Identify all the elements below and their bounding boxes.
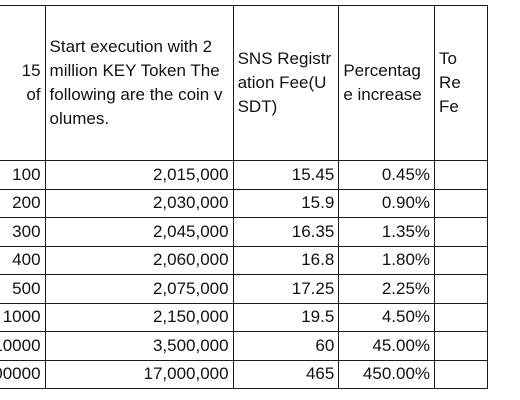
cell-coin-volume[interactable]: 17,000,000: [44, 359, 234, 389]
cell-coin-volume[interactable]: 3,500,000: [44, 331, 234, 361]
cell-count[interactable]: 400: [0, 245, 46, 275]
cell-count[interactable]: 500: [0, 274, 46, 304]
cell-percentage-increase[interactable]: 2.25%: [338, 274, 436, 304]
cell-registration-fee[interactable]: 60: [232, 331, 340, 361]
cell-coin-volume[interactable]: 2,075,000: [44, 274, 234, 304]
cell-coin-volume[interactable]: 2,045,000: [44, 217, 234, 247]
cell-total-fee[interactable]: [434, 302, 488, 332]
cell-percentage-increase[interactable]: 45.00%: [338, 331, 436, 361]
table-row: 500 2,075,000 17.25 2.25%: [0, 274, 488, 304]
cell-registration-fee[interactable]: 16.35: [232, 217, 340, 247]
cell-coin-volume[interactable]: 2,015,000: [44, 160, 234, 190]
cell-total-fee[interactable]: [434, 274, 488, 304]
cell-total-fee[interactable]: [434, 359, 488, 389]
cell-count[interactable]: 200: [0, 188, 46, 218]
cell-count[interactable]: 300: [0, 217, 46, 247]
table-row: 1000 2,150,000 19.5 4.50%: [0, 302, 488, 332]
cell-count[interactable]: 1000: [0, 302, 46, 332]
cell-total-fee[interactable]: [434, 217, 488, 247]
cell-coin-volume[interactable]: 2,030,000: [44, 188, 234, 218]
table-row: 100000 17,000,000 465 450.00%: [0, 359, 488, 389]
header-execution-text: Start execution with 2 million KEY Token…: [49, 37, 223, 128]
header-cell-count[interactable]: 15 of: [0, 5, 46, 161]
cell-count[interactable]: 100: [0, 160, 46, 190]
cell-total-fee[interactable]: [434, 188, 488, 218]
table-row: 200 2,030,000 15.9 0.90%: [0, 188, 488, 218]
cell-percentage-increase[interactable]: 0.45%: [338, 160, 436, 190]
header-cell-registration-fee[interactable]: SNS Registration Fee(USDT): [232, 5, 340, 161]
cell-total-fee[interactable]: [434, 331, 488, 361]
table-row: 400 2,060,000 16.8 1.80%: [0, 245, 488, 275]
cell-registration-fee[interactable]: 17.25: [232, 274, 340, 304]
cell-count[interactable]: 10000: [0, 331, 46, 361]
header-registration-fee-text: SNS Registration Fee(USDT): [237, 49, 332, 116]
cell-registration-fee[interactable]: 15.9: [232, 188, 340, 218]
cell-total-fee[interactable]: [434, 245, 488, 275]
cell-count[interactable]: 100000: [0, 359, 46, 389]
cell-coin-volume[interactable]: 2,060,000: [44, 245, 234, 275]
cell-coin-volume[interactable]: 2,150,000: [44, 302, 234, 332]
header-percentage-increase-text: Percentage increase: [343, 61, 422, 104]
cell-percentage-increase[interactable]: 4.50%: [338, 302, 436, 332]
cell-total-fee[interactable]: [434, 160, 488, 190]
cell-registration-fee[interactable]: 19.5: [232, 302, 340, 332]
cell-registration-fee[interactable]: 15.45: [232, 160, 340, 190]
cell-percentage-increase[interactable]: 1.80%: [338, 245, 436, 275]
cell-registration-fee[interactable]: 465: [232, 359, 340, 389]
header-row: 15 of Start execution with 2 million KEY…: [0, 5, 488, 161]
cell-percentage-increase[interactable]: 450.00%: [338, 359, 436, 389]
table-row: 10000 3,500,000 60 45.00%: [0, 331, 488, 361]
header-count-text: 15 of: [21, 61, 41, 104]
header-cell-execution[interactable]: Start execution with 2 million KEY Token…: [44, 5, 234, 161]
cell-percentage-increase[interactable]: 0.90%: [338, 188, 436, 218]
table-row: 100 2,015,000 15.45 0.45%: [0, 160, 488, 190]
table-row: 300 2,045,000 16.35 1.35%: [0, 217, 488, 247]
header-cell-total-fee[interactable]: To Re Fe: [434, 5, 488, 161]
header-cell-percentage-increase[interactable]: Percentage increase: [338, 5, 436, 161]
cell-percentage-increase[interactable]: 1.35%: [338, 217, 436, 247]
cell-registration-fee[interactable]: 16.8: [232, 245, 340, 275]
header-total-fee-text: To Re Fe: [439, 49, 461, 116]
fee-table: 15 of Start execution with 2 million KEY…: [0, 5, 488, 389]
